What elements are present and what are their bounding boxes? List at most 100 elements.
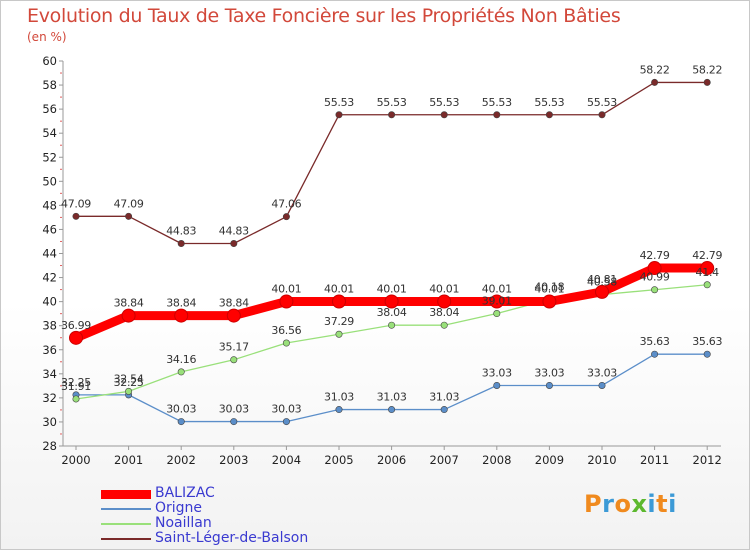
legend-label: Saint-Léger-de-Balson: [155, 530, 309, 546]
data-point: [121, 308, 136, 323]
data-point: [279, 294, 294, 309]
data-label: 35.63: [640, 335, 670, 348]
data-point: [700, 261, 715, 276]
data-point: [177, 240, 185, 248]
logo-letter: i: [668, 490, 677, 518]
x-tick-label: 2010: [587, 453, 616, 467]
data-point: [647, 261, 662, 276]
legend-swatch: [101, 489, 151, 499]
data-point: [542, 294, 557, 309]
data-point: [440, 406, 448, 414]
data-label: 39.01: [482, 295, 512, 308]
data-label: 55.53: [429, 96, 459, 109]
x-tick-label: 2003: [219, 453, 248, 467]
data-label: 47.09: [61, 197, 91, 210]
y-tick-label: 44: [42, 247, 57, 261]
x-tick-label: 2006: [377, 453, 406, 467]
y-tick-label: 56: [42, 102, 57, 116]
data-point: [282, 339, 290, 347]
data-label: 58.22: [692, 63, 722, 76]
data-label: 40.99: [640, 271, 670, 284]
x-tick-label: 2007: [430, 453, 459, 467]
data-label: 30.03: [219, 403, 249, 416]
data-point: [226, 308, 241, 323]
data-point: [125, 212, 133, 220]
x-tick-label: 2008: [482, 453, 511, 467]
data-label: 58.22: [640, 63, 670, 76]
data-point: [388, 111, 396, 119]
data-point: [598, 381, 606, 389]
data-point: [388, 321, 396, 329]
data-label: 32.25: [114, 376, 144, 389]
y-tick-label: 30: [42, 415, 57, 429]
data-label: 55.53: [377, 96, 407, 109]
data-point: [230, 356, 238, 364]
data-point: [72, 395, 80, 403]
legend: BALIZAC Origne Noaillan Saint-Léger-de-Bals…: [101, 485, 361, 546]
data-point: [388, 406, 396, 414]
legend-swatch: [101, 508, 151, 510]
legend-label: Noaillan: [155, 515, 212, 531]
data-label: 40.01: [271, 283, 301, 296]
data-point: [651, 78, 659, 86]
data-label: 33.03: [482, 366, 512, 379]
data-point: [703, 78, 711, 86]
data-label: 31.91: [61, 380, 91, 393]
data-label: 42.79: [640, 249, 670, 262]
data-point: [440, 321, 448, 329]
data-point: [177, 418, 185, 426]
y-tick-label: 48: [42, 198, 57, 212]
y-tick-label: 40: [42, 295, 57, 309]
data-label: 38.04: [377, 306, 407, 319]
data-label: 40.01: [377, 283, 407, 296]
y-tick-label: 28: [42, 439, 57, 453]
proxiti-logo: Proxiti: [584, 490, 677, 518]
x-tick-label: 2011: [640, 453, 669, 467]
chart-title: Evolution du Taux de Taxe Foncière sur l…: [27, 5, 621, 27]
data-label: 44.83: [166, 225, 196, 238]
legend-item: Noaillan: [101, 515, 361, 531]
legend-label: Origne: [155, 500, 203, 516]
data-point: [230, 240, 238, 248]
data-point: [545, 381, 553, 389]
y-tick-label: 32: [42, 391, 57, 405]
data-point: [493, 381, 501, 389]
data-label: 38.84: [114, 297, 144, 310]
data-label: 38.04: [429, 306, 459, 319]
legend-item: BALIZAC: [101, 485, 361, 501]
data-point: [230, 418, 238, 426]
y-tick-label: 58: [42, 78, 57, 92]
x-tick-label: 2004: [272, 453, 301, 467]
data-label: 31.03: [429, 391, 459, 404]
data-point: [703, 281, 711, 289]
legend-label: BALIZAC: [155, 485, 215, 501]
y-tick-label: 54: [42, 126, 57, 140]
data-point: [72, 212, 80, 220]
data-point: [493, 111, 501, 119]
data-label: 55.53: [324, 96, 354, 109]
data-label: 31.03: [377, 391, 407, 404]
y-tick-label: 52: [42, 150, 57, 164]
data-label: 38.84: [219, 297, 249, 310]
y-tick-label: 38: [42, 319, 57, 333]
data-point: [598, 111, 606, 119]
legend-item: Saint-Léger-de-Balson: [101, 530, 361, 546]
y-tick-label: 60: [42, 54, 57, 68]
data-label: 47.06: [271, 198, 301, 211]
data-label: 55.53: [534, 96, 564, 109]
data-point: [384, 294, 399, 309]
data-label: 30.03: [166, 403, 196, 416]
data-point: [335, 111, 343, 119]
data-label: 36.99: [61, 319, 91, 332]
data-label: 35.17: [219, 341, 249, 354]
data-label: 42.79: [692, 249, 722, 262]
data-point: [282, 418, 290, 426]
legend-swatch: [101, 538, 151, 540]
data-label: 37.29: [324, 315, 354, 328]
x-tick-label: 2005: [324, 453, 353, 467]
data-point: [595, 284, 609, 299]
data-label: 40.01: [482, 283, 512, 296]
legend-item: Origne: [101, 500, 361, 516]
x-tick-label: 2012: [693, 453, 722, 467]
